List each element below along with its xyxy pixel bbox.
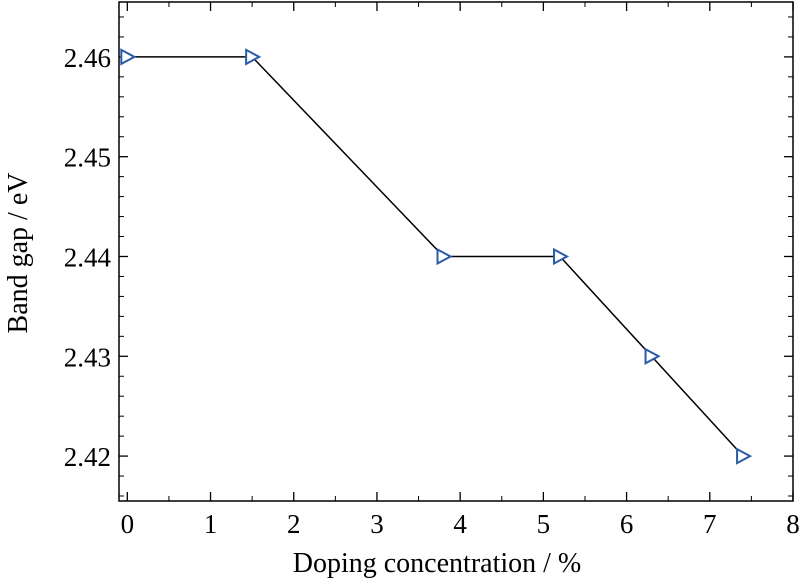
- data-point: [644, 347, 661, 365]
- data-point: [436, 247, 453, 266]
- x-tick-label: 0: [121, 509, 135, 539]
- x-tick-label: 4: [453, 509, 467, 539]
- y-tick-label: 2.43: [64, 342, 111, 372]
- y-tick-label: 2.42: [64, 442, 111, 472]
- y-tick-label: 2.44: [64, 242, 112, 272]
- x-tick-label: 2: [287, 509, 301, 539]
- plot-frame: [118, 1, 794, 502]
- x-axis-label: Doping concentration / %: [293, 548, 581, 579]
- data-point: [120, 48, 137, 66]
- x-tick-label: 6: [620, 509, 634, 539]
- y-axis-label: Band gap / eV: [3, 173, 34, 334]
- x-tick-label: 3: [370, 509, 384, 539]
- x-tick-label: 8: [786, 509, 800, 539]
- x-tick-label: 7: [703, 509, 717, 539]
- plot-area: 0 1 2 3 4 5 6 7 8 2.42 2.43 2.44 2.45 2.46: [64, 1, 800, 539]
- series-line: [127, 56, 744, 457]
- y-tick-label: 2.46: [64, 43, 111, 73]
- data-point: [553, 247, 570, 266]
- x-tick-label: 5: [537, 509, 551, 539]
- data-point: [245, 48, 262, 66]
- data-point: [736, 447, 753, 465]
- x-tick-label: 1: [204, 509, 218, 539]
- y-tick-label: 2.45: [64, 143, 111, 173]
